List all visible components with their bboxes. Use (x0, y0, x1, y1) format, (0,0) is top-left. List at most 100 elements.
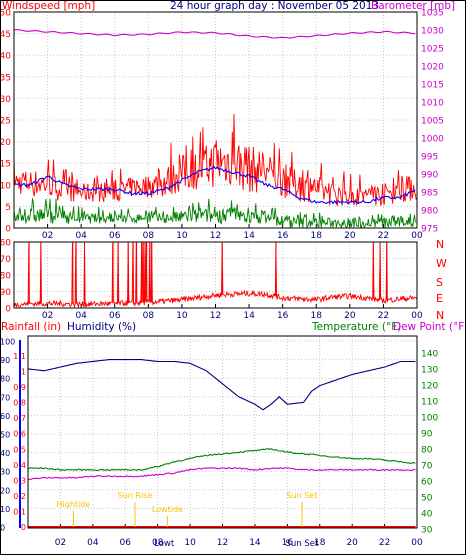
direction-x-tick-label: 04 (75, 311, 87, 321)
temperature-tick-label: 60 (421, 478, 433, 488)
wind-speed-axis: 0 5 10 15 20 25 30 35 40 45 50 (0, 9, 11, 235)
barometer-tick-label: 1005 (421, 117, 444, 127)
direction-degree-tick-label: 0 (5, 305, 11, 315)
wind-panel-series (13, 29, 417, 230)
temperature-tick-label: 70 (421, 462, 433, 472)
direction-x-tick-label: 22 (378, 311, 389, 321)
direction-degree-tick-label: 360 (0, 239, 11, 249)
temperature-axis: 30 40 50 60 70 80 90 100 110 120 130 140 (421, 350, 438, 536)
wind-speed-tick-label: 50 (0, 9, 11, 19)
wind-x-tick-label: 04 (75, 231, 87, 241)
direction-x-tick-label: 12 (210, 311, 221, 321)
compass-tick-label: N (436, 238, 444, 251)
temperature-tick-label: 130 (421, 366, 438, 376)
humidity-tick-label: 40 (0, 449, 10, 458)
temperature-tick-label: 140 (421, 350, 438, 360)
temp-x-tick-label: 02 (55, 538, 66, 548)
temperature-tick-label: 100 (421, 414, 438, 424)
humidity-tick-label: 20 (0, 486, 10, 495)
compass-tick-label: E (436, 292, 443, 305)
wind-x-tick-label: 02 (42, 231, 53, 241)
humidity-tick-label: 10 (0, 505, 10, 514)
humidity-axis-title: Humidity (%) (67, 321, 136, 333)
temp-x-tick-label: 04 (87, 538, 99, 548)
temperature-axis-title: Temperature (°F) (311, 321, 401, 333)
direction-x-tick-label: 06 (109, 311, 121, 321)
wind-x-tick-label: 08 (143, 231, 155, 241)
rainfall-tick-label: 1 (21, 368, 26, 377)
direction-x-tick-label: 00 (411, 311, 423, 321)
wind-x-tick-label: 18 (311, 231, 323, 241)
annotation-label: Sun Set (286, 491, 317, 500)
wind-speed-tick-label: 0 (5, 225, 11, 235)
temp-x-tick-label: 12 (217, 538, 228, 548)
direction-degree-tick-label: 270 (0, 255, 11, 265)
barometer-tick-label: 980 (421, 207, 438, 217)
rainfall-tick-label: 0.1 (13, 507, 26, 516)
wind-x-tick-label: 22 (378, 231, 389, 241)
temp-x-tick-label: 14 (249, 538, 261, 548)
direction-panel-series (13, 242, 418, 309)
series-windspeed-mph-line (13, 113, 417, 207)
humidity-tick-label: 100 (0, 338, 15, 347)
compass-tick-label: N (436, 309, 444, 322)
humidity-tick-label: 0 (0, 524, 5, 533)
temp-x-tick-label: 22 (379, 538, 390, 548)
temp-panel-x-axis: 02 04 06 08 10 12 14 16 18 20 22 00 (55, 524, 423, 548)
rainfall-axis-title: Rainfall (in) (1, 321, 61, 333)
temp-x-tick-label: 10 (184, 538, 196, 548)
temp-x-tick-label: 08 (152, 538, 164, 548)
barometer-tick-label: 1030 (421, 27, 444, 37)
barometer-axis-title: Barometer [mb] (371, 0, 455, 12)
series-wind-low-band-line (13, 198, 417, 230)
barometer-tick-label: 990 (421, 171, 438, 181)
temp-panel-frame (27, 335, 418, 529)
series-temperature-f-line (28, 448, 416, 472)
wind-x-tick-label: 12 (210, 231, 221, 241)
direction-x-tick-label: 02 (42, 311, 53, 321)
direction-x-tick-label: 20 (344, 311, 356, 321)
barometer-tick-label: 995 (421, 153, 438, 163)
wind-panel-frame (13, 11, 418, 229)
humidity-tick-label: 80 (0, 375, 10, 384)
barometer-tick-label: 975 (421, 225, 438, 235)
barometer-tick-label: 1020 (421, 63, 444, 73)
series-wind-direction-line (13, 242, 418, 309)
annotation-label: Sun Rise (118, 491, 153, 500)
wind-speed-tick-label: 25 (0, 117, 11, 127)
sun-tide-annotations: Hightide Sun Rise Lowtide Sun Set Lowt Sun Se… (57, 491, 319, 549)
temp-x-tick-label: 00 (411, 538, 423, 548)
wind-speed-tick-label: 5 (5, 203, 11, 213)
barometer-tick-label: 1015 (421, 81, 444, 91)
rainfall-tick-label: 0.3 (13, 476, 26, 485)
temperature-tick-label: 50 (421, 494, 433, 504)
temperature-tick-label: 40 (421, 510, 433, 520)
wind-x-tick-label: 20 (344, 231, 356, 241)
rainfall-tick-label: 0.7 (13, 414, 26, 423)
wind-x-tick-label: 10 (176, 231, 188, 241)
wind-x-tick-label: 00 (411, 231, 423, 241)
rainfall-tick-label: 1.1 (13, 352, 26, 361)
barometer-tick-label: 1035 (421, 9, 444, 19)
dewpoint-axis-title: Dew Point (°F) (393, 321, 466, 333)
direction-degree-tick-label: 90 (0, 288, 11, 298)
barometer-tick-label: 1000 (421, 135, 444, 145)
rainfall-tick-label: 0 (21, 523, 26, 532)
series-average-wind-line (13, 165, 416, 205)
rainfall-tick-label: 0.4 (13, 461, 26, 470)
direction-x-tick-label: 10 (176, 311, 188, 321)
wind-speed-tick-label: 45 (0, 30, 11, 40)
temperature-tick-label: 30 (421, 526, 433, 536)
direction-panel-frame (13, 241, 418, 309)
windspeed-axis-title: Windspeed [mph] (2, 0, 95, 12)
direction-x-tick-label: 18 (311, 311, 323, 321)
wind-x-tick-label: 16 (277, 231, 289, 241)
humidity-tick-label: 90 (0, 356, 10, 365)
series-barometer-mb-line (13, 29, 416, 39)
wind-speed-tick-label: 10 (0, 181, 11, 191)
direction-x-tick-label: 08 (143, 311, 155, 321)
series-dew-point-f-line (27, 466, 416, 481)
